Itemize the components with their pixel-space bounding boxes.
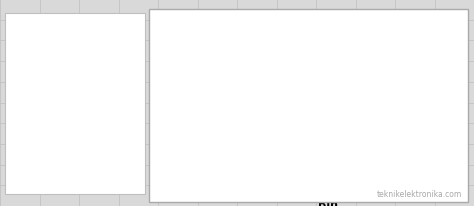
Bar xyxy=(209,135,235,177)
Text: 50-55: 50-55 xyxy=(36,159,65,170)
Bar xyxy=(386,128,412,177)
Bar xyxy=(421,170,448,177)
Text: 12: 12 xyxy=(120,82,133,92)
Text: 7: 7 xyxy=(127,140,133,150)
Text: 10: 10 xyxy=(120,121,133,131)
Text: 31-35: 31-35 xyxy=(36,102,66,111)
Text: 41-50: 41-50 xyxy=(36,140,65,150)
Text: 26-30: 26-30 xyxy=(36,82,65,92)
Text: 16: 16 xyxy=(120,102,133,111)
Text: 0-20: 0-20 xyxy=(36,43,59,53)
Bar xyxy=(280,93,306,177)
Text: teknikelektronika.com: teknikelektronika.com xyxy=(377,189,462,198)
Text: 36-40: 36-40 xyxy=(36,121,65,131)
Text: 21-25: 21-25 xyxy=(36,63,66,73)
Y-axis label: Frequency: Frequency xyxy=(163,78,173,136)
Bar xyxy=(315,65,342,177)
Text: 8: 8 xyxy=(127,63,133,73)
Text: 1: 1 xyxy=(127,159,133,170)
X-axis label: Bin: Bin xyxy=(318,199,338,206)
Bar xyxy=(350,107,377,177)
Text: Bin: Bin xyxy=(36,26,52,35)
Text: 6: 6 xyxy=(127,43,133,53)
Bar xyxy=(244,121,271,177)
Title: Histogram: Histogram xyxy=(283,18,373,33)
Text: Frequency: Frequency xyxy=(86,26,141,35)
